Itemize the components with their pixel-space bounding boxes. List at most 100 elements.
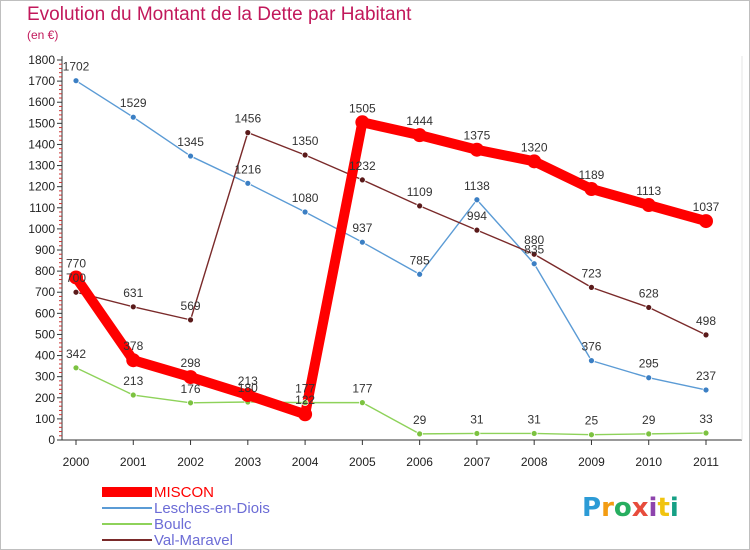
y-tick-label: 500 [35,327,55,341]
x-tick-label: 2000 [63,455,90,469]
data-label: 177 [352,382,372,396]
x-tick-label: 2008 [521,455,548,469]
logo-text: Proxiti [582,493,679,523]
data-point [416,430,424,438]
data-point [244,179,252,187]
x-tick-label: 2005 [349,455,376,469]
data-point [298,407,313,422]
data-label: 1320 [521,140,548,154]
data-label: 770 [66,256,86,270]
y-tick-label: 800 [35,264,55,278]
data-point [473,226,481,234]
series-lines [69,77,713,439]
data-point [72,288,80,296]
y-tick-label: 1100 [29,201,55,215]
data-point [72,364,80,372]
x-tick-label: 2007 [464,455,491,469]
series-line [75,79,707,391]
data-label: 1080 [292,191,319,205]
data-point [412,128,427,143]
y-tick-label: 400 [35,349,55,363]
y-tick-label: 700 [35,285,55,299]
data-label: 237 [696,369,716,383]
data-label: 1189 [579,168,605,182]
data-point [702,386,710,394]
data-label: 180 [238,381,258,395]
data-label: 33 [699,412,713,426]
data-label: 628 [639,286,659,300]
data-point [584,181,599,196]
data-point [699,214,713,229]
x-tick-label: 2001 [120,455,147,469]
x-tick-label: 2002 [177,455,204,469]
data-label: 1232 [349,159,376,173]
data-label: 31 [528,412,542,426]
legend-label: Val-Maravel [154,532,233,549]
x-tick-label: 2009 [578,455,605,469]
data-point [416,270,424,278]
data-point [358,399,366,407]
data-label: 1529 [120,96,147,110]
data-point [702,331,710,339]
series-line [75,131,707,336]
y-tick-label: 1200 [28,180,55,194]
data-point [469,142,484,157]
y-tick-label: 1300 [28,159,55,173]
data-point [301,151,309,159]
data-point [183,370,198,385]
data-point [473,430,481,437]
data-point [645,374,653,382]
data-label: 1702 [63,60,90,74]
data-point [645,304,653,311]
chart-title: Evolution du Montant de la Dette par Hab… [27,4,412,25]
data-point [588,431,595,439]
data-label: 298 [181,356,201,370]
data-label: 1216 [234,162,261,176]
data-point [527,154,542,169]
data-label: 213 [123,374,143,388]
legend-label: Lesches-en-Diois [154,500,270,517]
value-labels: 1702 1529 1345 1216 1080 937 785 1138 835 376 295 2… [63,60,720,428]
data-point [358,238,366,246]
data-label: 29 [642,413,656,427]
data-label: 1350 [292,134,319,148]
y-tick-label: 1600 [28,95,55,109]
data-point [355,115,370,130]
data-label: 1456 [234,112,261,126]
data-label: 1375 [464,129,491,143]
data-point [69,270,83,285]
data-point [129,113,137,121]
data-label: 376 [581,340,601,354]
data-label: 994 [467,209,487,223]
data-label: 295 [639,357,659,371]
data-point [358,176,366,184]
y-tick-label: 1500 [28,116,55,130]
data-label: 1037 [693,200,720,214]
y-tick-label: 1800 [28,53,55,67]
data-point [530,430,538,437]
data-point [641,198,656,213]
y-tick-label: 600 [35,306,55,320]
data-point [129,391,137,399]
data-label: 937 [352,221,372,235]
data-label: 498 [696,314,716,328]
y-tick-label: 200 [35,391,55,405]
data-label: 785 [410,253,430,267]
data-point [530,260,538,268]
y-tick-label: 1000 [28,222,55,236]
data-label: 25 [585,414,599,428]
data-point [588,283,595,291]
data-label: 378 [123,339,143,353]
data-label: 1138 [464,179,490,193]
data-point [473,196,481,204]
series-line [71,117,711,420]
data-label: 1505 [349,101,376,115]
y-tick-label: 1400 [28,137,55,151]
data-label: 700 [66,271,86,285]
y-tick-label: 0 [48,433,55,447]
data-point [530,250,538,258]
data-label: 631 [123,286,143,300]
x-tick-label: 2003 [234,455,261,469]
